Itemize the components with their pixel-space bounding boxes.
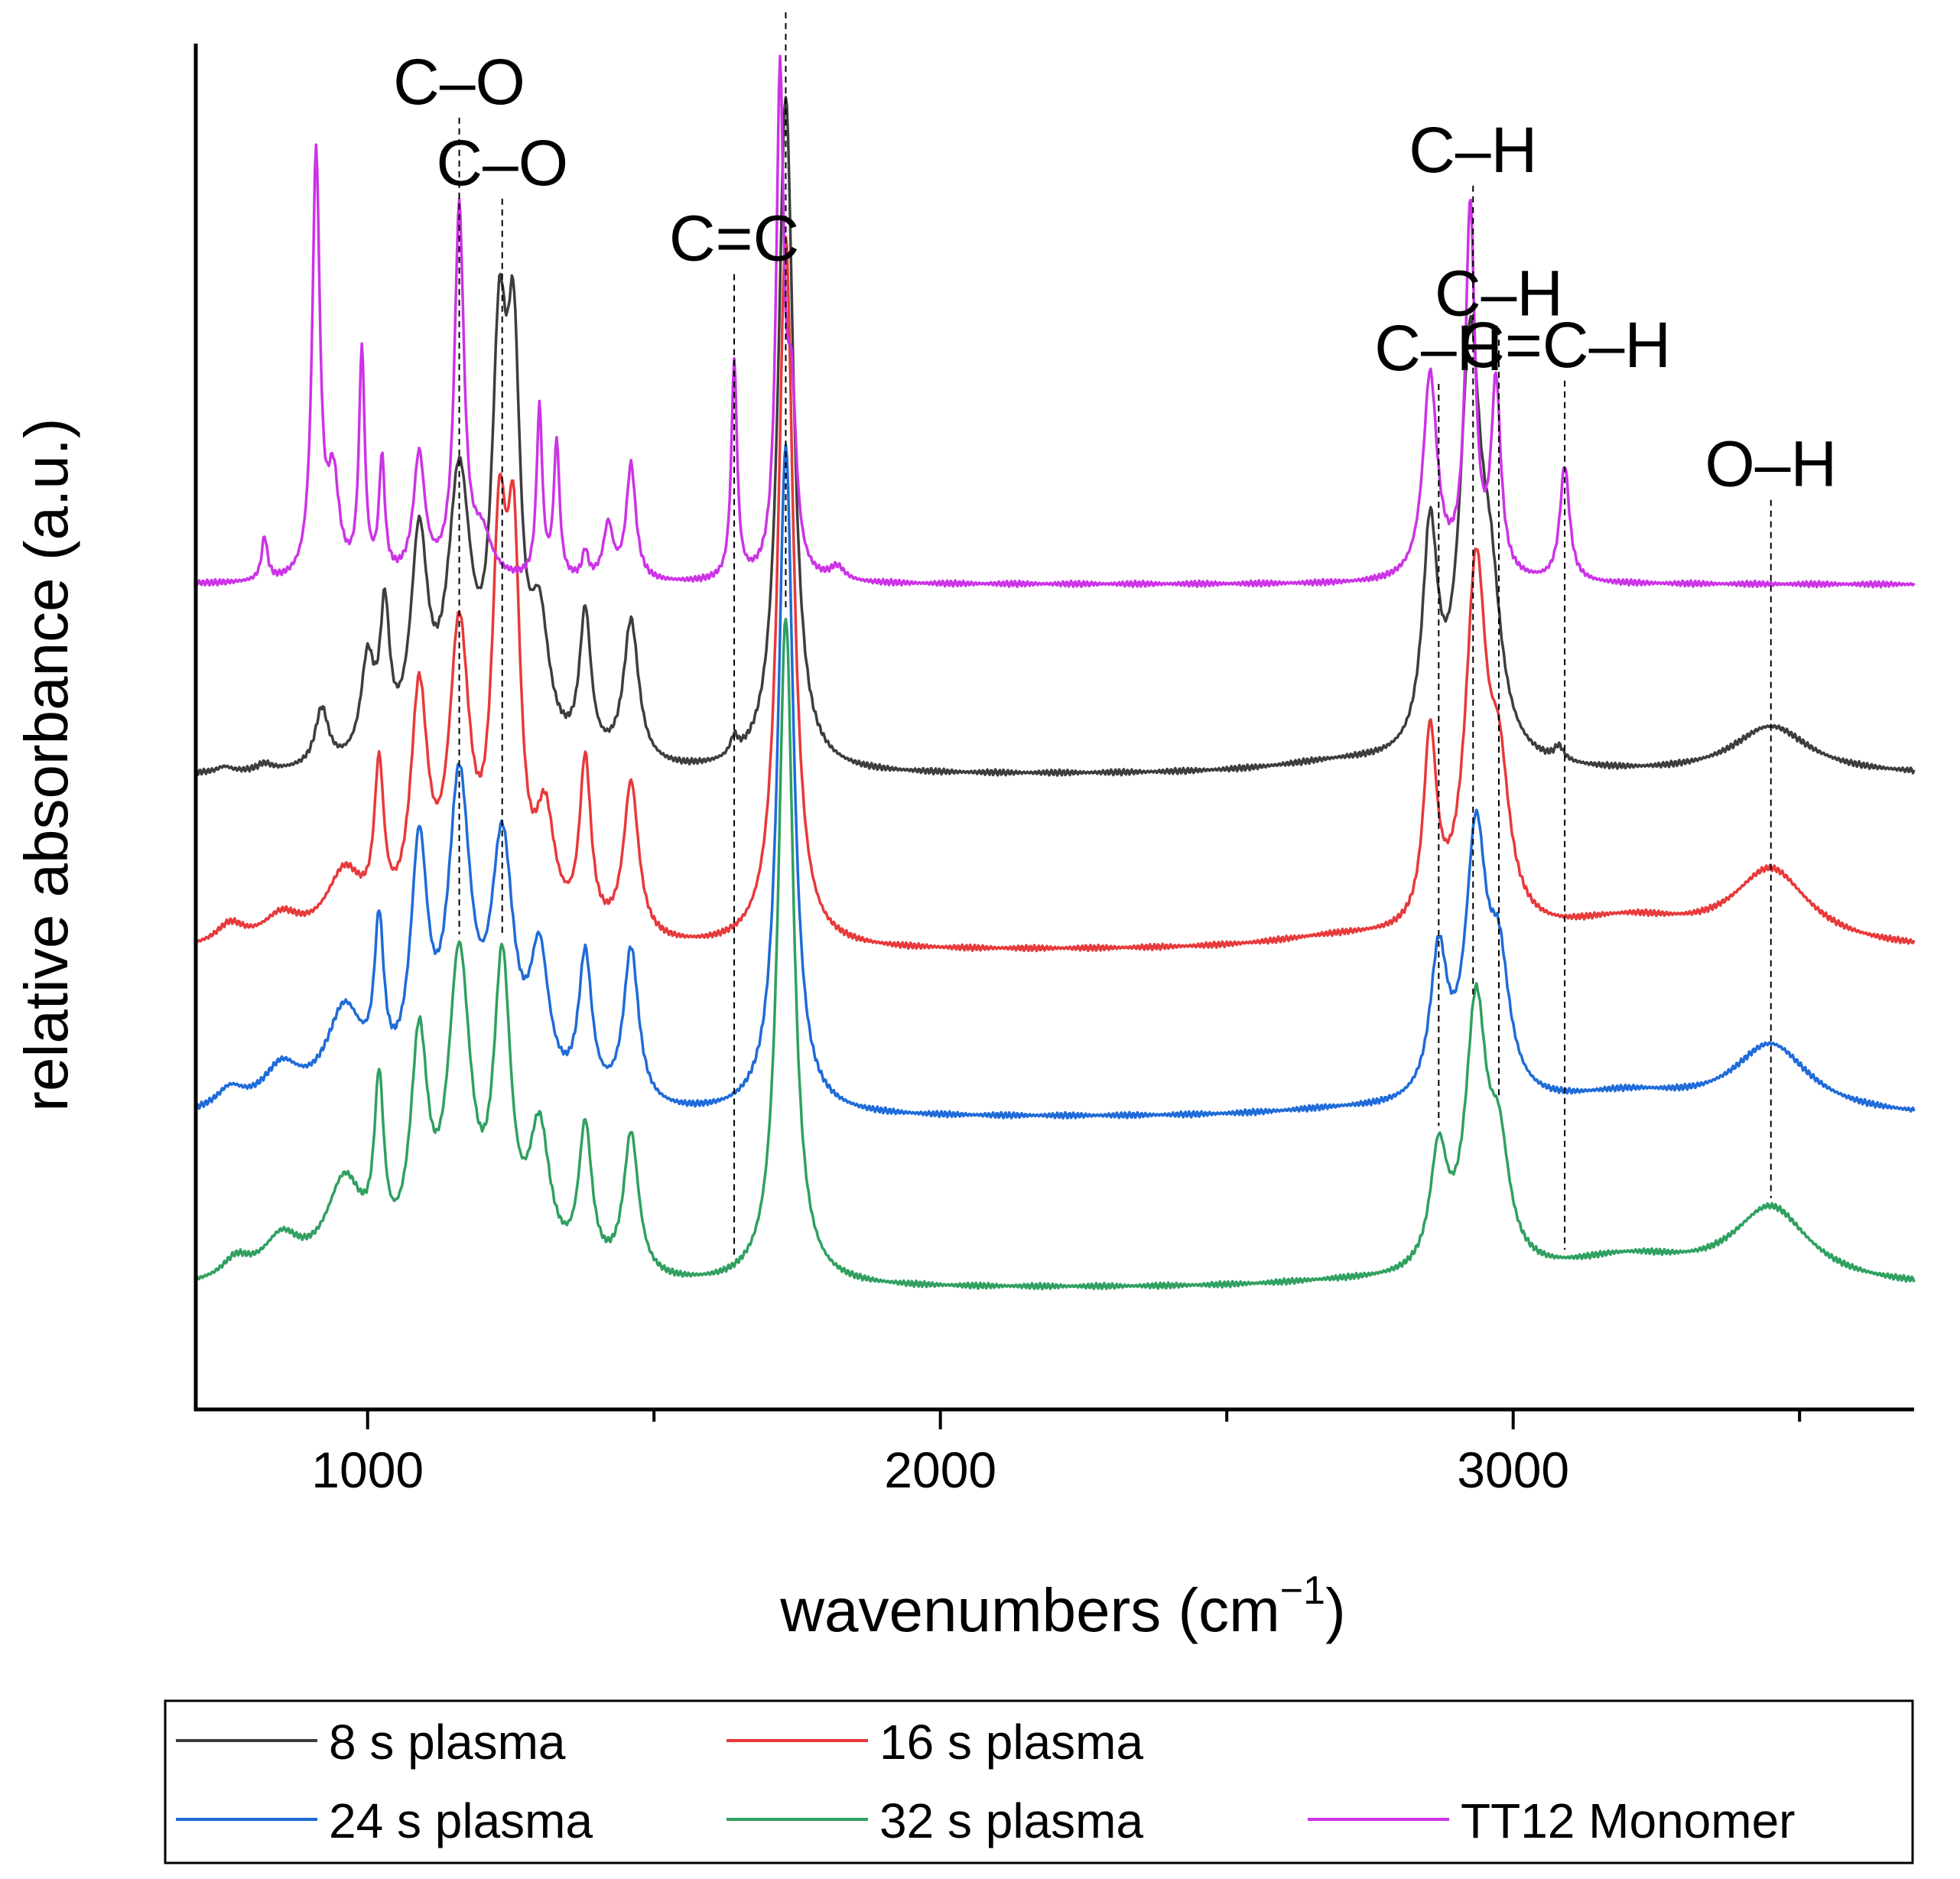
- x-axis-title-end: ): [1325, 1576, 1346, 1644]
- tick-layer: 1000 2000 3000: [311, 1409, 1802, 1498]
- peak-label-c-c-2: C=C: [669, 202, 799, 274]
- peak-label-c-o-3: C=O: [719, 0, 853, 12]
- peak-label-c-h-5: C–H: [1409, 114, 1537, 186]
- x-axis-title: wavenumbers (cm−1): [779, 1569, 1345, 1644]
- peak-label-o-h-8: O–H: [1705, 428, 1837, 500]
- y-axis-title: relative absorbance (a.u.): [12, 418, 80, 1111]
- legend-box: [164, 1699, 1914, 1864]
- peak-label-c-h-6: C–H: [1435, 257, 1563, 329]
- series-8-s-plasma: [194, 96, 1916, 777]
- annotation-layer: C–OC–OC=CC=OC–HC–HC–HC=C–HO–H: [393, 0, 1837, 1256]
- legend-label-8-s-plasma: 8 s plasma: [329, 1715, 566, 1770]
- legend-label-tt12-monomer: TT12 Monomer: [1461, 1793, 1795, 1848]
- series-tt12-monomer: [194, 54, 1916, 589]
- x-tick-label-3000: 3000: [1457, 1442, 1569, 1498]
- x-tick-label-1000: 1000: [311, 1442, 424, 1498]
- x-tick-label-2000: 2000: [884, 1442, 996, 1498]
- legend-label-16-s-plasma: 16 s plasma: [879, 1715, 1143, 1770]
- x-axis-title-superscript: −1: [1280, 1569, 1325, 1613]
- legend-label-24-s-plasma: 24 s plasma: [329, 1793, 593, 1848]
- series-24-s-plasma: [194, 443, 1916, 1120]
- legend-label-32-s-plasma: 32 s plasma: [879, 1793, 1143, 1848]
- series-layer: [194, 54, 1916, 1291]
- legend: 8 s plasma 16 s plasma 24 s plasma 32 s pla…: [176, 1715, 1795, 1848]
- peak-label-c-o-1: C–O: [436, 127, 568, 199]
- x-axis-title-main: wavenumbers (cm: [779, 1576, 1280, 1644]
- series-32-s-plasma: [194, 617, 1916, 1291]
- series-16-s-plasma: [194, 236, 1916, 953]
- peak-label-c-o-0: C–O: [393, 46, 525, 118]
- peak-label-c-c-h-7: C=C–H: [1458, 309, 1671, 381]
- peak-label-c-h-4: C–H: [1374, 312, 1503, 384]
